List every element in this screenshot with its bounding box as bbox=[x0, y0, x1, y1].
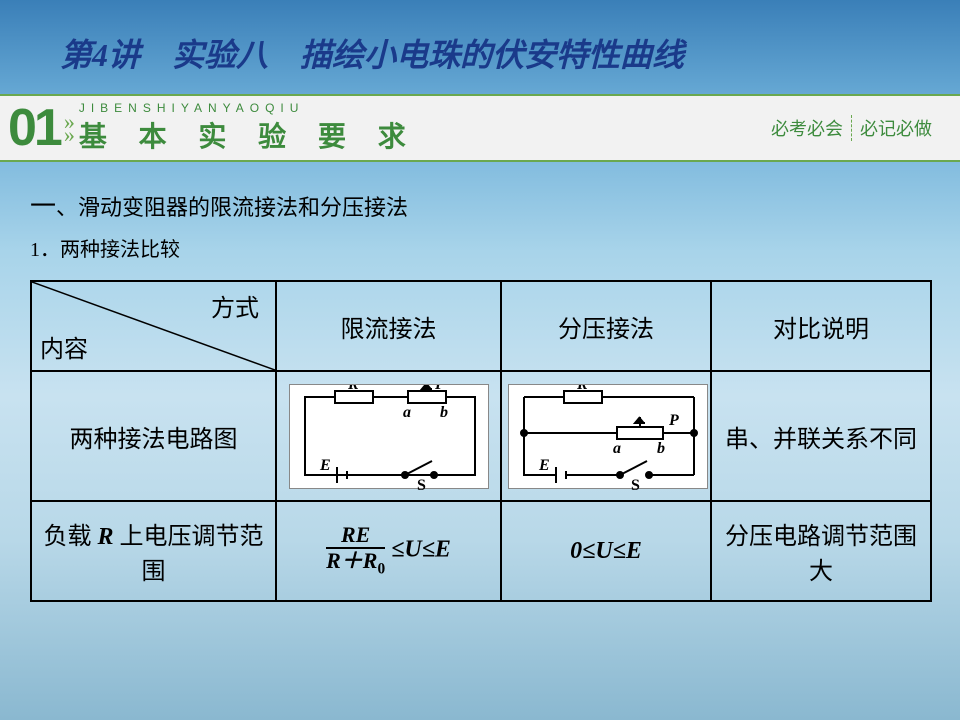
page-title: 第4讲 实验八 描绘小电珠的伏安特性曲线 bbox=[0, 0, 960, 94]
col-header-3: 对比说明 bbox=[711, 281, 931, 371]
svg-text:b: b bbox=[657, 440, 665, 457]
subheading-2: 1．两种接法比较 bbox=[30, 233, 930, 262]
section-banner: 01 »» JIBENSHIYANYAOQIU 基 本 实 验 要 求 必考必会… bbox=[0, 94, 960, 162]
range-voltage-divider: 0≤U≤E bbox=[501, 501, 711, 601]
circuit-current-limiting: R P a b E S bbox=[276, 371, 501, 501]
diag-bottom-label: 内容 bbox=[40, 329, 88, 364]
circuit-voltage-divider: R P a b E S bbox=[501, 371, 711, 501]
subheading-1-text: 、滑动变阻器的限流接法和分压接法 bbox=[56, 195, 408, 220]
svg-text:R: R bbox=[576, 385, 588, 393]
banner-pinyin: JIBENSHIYANYAOQIU bbox=[79, 101, 418, 115]
svg-text:S: S bbox=[417, 477, 426, 490]
circuit-note: 串、并联关系不同 bbox=[711, 371, 931, 501]
section-number: 01 bbox=[8, 102, 60, 154]
frac-numerator: RE bbox=[341, 522, 370, 547]
range-note: 分压电路调节范围大 bbox=[711, 501, 931, 601]
chevron-icon: »» bbox=[64, 115, 75, 141]
frac-denominator: R＋R bbox=[326, 548, 377, 573]
svg-text:E: E bbox=[538, 457, 550, 474]
frac-sub: 0 bbox=[377, 561, 385, 578]
svg-text:E: E bbox=[319, 457, 331, 474]
svg-text:P: P bbox=[434, 385, 445, 393]
lead-char: 一 bbox=[30, 192, 56, 221]
range-row: 负载 R 上电压调节范围 RE R＋R0 ≤U≤E 0≤U≤E 分压电路调节范围… bbox=[31, 501, 931, 601]
svg-text:a: a bbox=[613, 440, 621, 457]
svg-text:R: R bbox=[347, 385, 359, 393]
banner-heading: 基 本 实 验 要 求 bbox=[79, 115, 418, 155]
banner-tag-1: 必考必会 bbox=[763, 115, 852, 141]
range-row-label: 负载 R 上电压调节范围 bbox=[31, 501, 276, 601]
range-current-limiting: RE R＋R0 ≤U≤E bbox=[276, 501, 501, 601]
svg-text:S: S bbox=[631, 477, 640, 490]
svg-text:a: a bbox=[403, 404, 411, 421]
svg-text:P: P bbox=[668, 412, 679, 429]
circuit-row-label: 两种接法电路图 bbox=[31, 371, 276, 501]
col-header-1: 限流接法 bbox=[276, 281, 501, 371]
banner-tag-2: 必记必做 bbox=[852, 115, 940, 141]
diag-top-label: 方式 bbox=[211, 288, 259, 323]
content-area: 一、滑动变阻器的限流接法和分压接法 1．两种接法比较 方式 内容 限流接法 分压… bbox=[0, 162, 960, 602]
col-header-2: 分压接法 bbox=[501, 281, 711, 371]
circuit-diagram-1: R P a b E S bbox=[290, 385, 490, 490]
svg-text:b: b bbox=[440, 404, 448, 421]
banner-right: 必考必会 必记必做 bbox=[763, 115, 940, 141]
table-header-row: 方式 内容 限流接法 分压接法 对比说明 bbox=[31, 281, 931, 371]
diagonal-header-cell: 方式 内容 bbox=[31, 281, 276, 371]
comparison-table: 方式 内容 限流接法 分压接法 对比说明 两种接法电路图 bbox=[30, 280, 932, 602]
circuit-row: 两种接法电路图 bbox=[31, 371, 931, 501]
subheading-1: 一、滑动变阻器的限流接法和分压接法 bbox=[30, 186, 930, 223]
circuit-diagram-2: R P a b E S bbox=[509, 385, 709, 490]
